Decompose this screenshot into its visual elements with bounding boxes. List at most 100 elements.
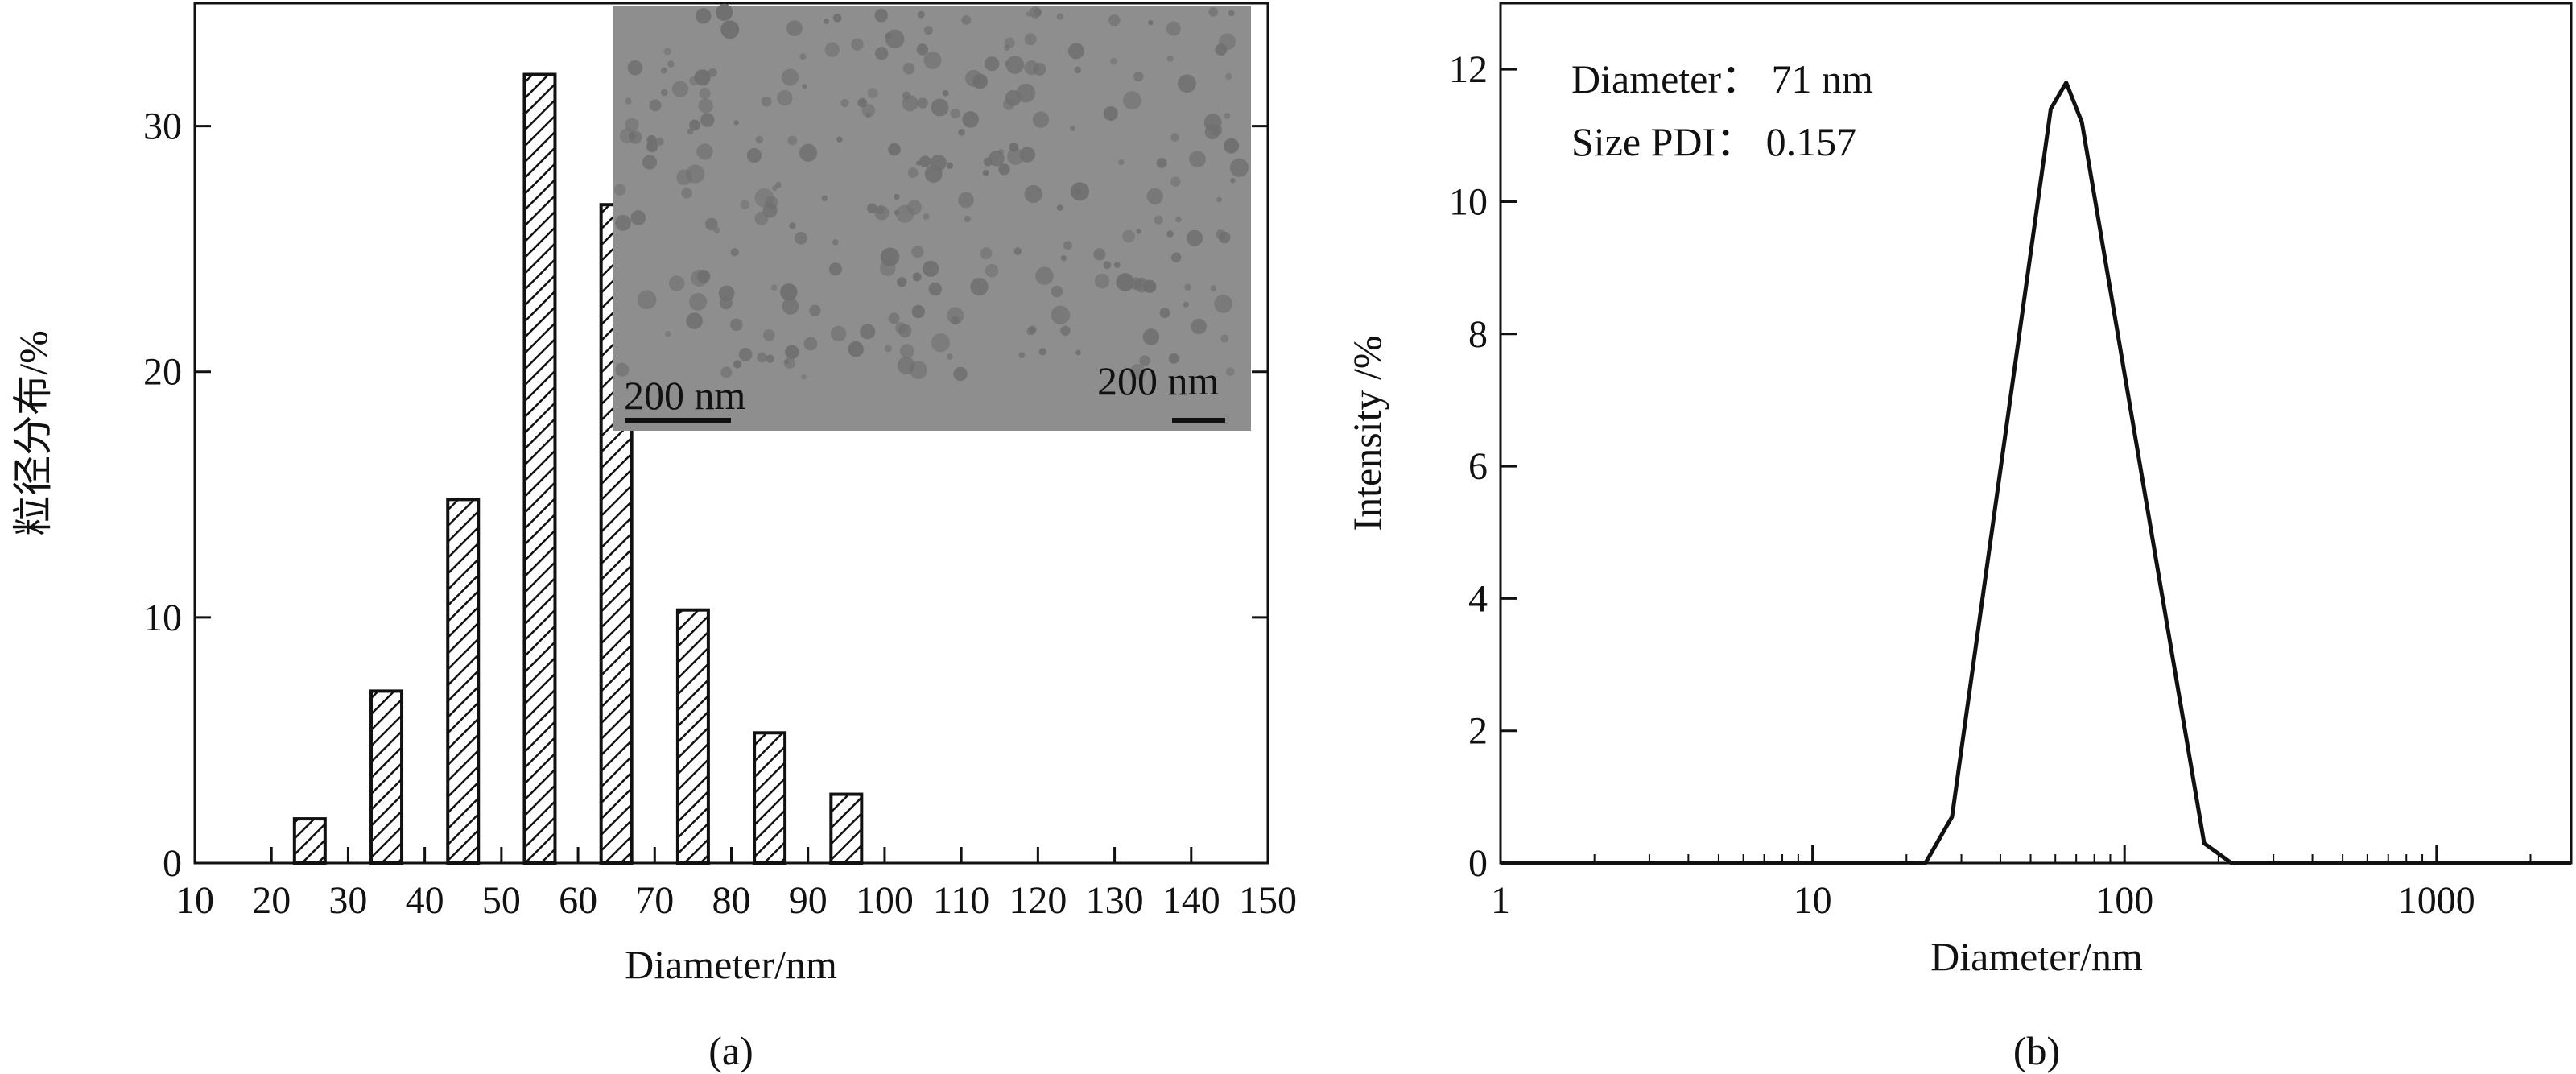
tem-particle bbox=[911, 245, 924, 258]
tem-particle bbox=[964, 215, 971, 223]
tem-particle bbox=[801, 374, 807, 380]
tem-particle bbox=[902, 91, 911, 100]
tem-particle bbox=[885, 32, 892, 39]
tem-particle bbox=[1067, 43, 1084, 60]
tem-particle bbox=[1005, 56, 1025, 74]
tem-particle bbox=[874, 9, 889, 23]
x-tick-label: 100 bbox=[2095, 879, 2153, 922]
histogram-bar bbox=[369, 689, 404, 865]
tem-particle bbox=[946, 162, 953, 169]
tem-particle bbox=[894, 193, 900, 200]
x-tick-label: 90 bbox=[789, 879, 828, 922]
y-tick-label: 2 bbox=[1468, 710, 1488, 753]
tem-particle bbox=[722, 22, 729, 28]
tem-particle bbox=[1109, 57, 1117, 65]
tem-particle bbox=[1013, 247, 1022, 255]
tem-particle bbox=[1029, 6, 1042, 19]
y-tick-label: 30 bbox=[143, 105, 182, 148]
x-tick-label: 60 bbox=[559, 879, 597, 922]
tem-particle bbox=[782, 298, 799, 315]
tem-particle bbox=[861, 103, 876, 118]
tem-particle bbox=[770, 284, 778, 291]
tem-particle bbox=[738, 348, 753, 361]
tem-particle bbox=[832, 239, 839, 246]
tem-particle bbox=[1038, 348, 1046, 356]
x-tick-label: 110 bbox=[933, 879, 989, 922]
histogram-bar bbox=[829, 792, 864, 865]
plot-b-frame bbox=[1499, 2, 2573, 865]
tem-particle bbox=[746, 147, 762, 163]
tem-particle bbox=[1108, 14, 1121, 27]
tem-particles bbox=[613, 3, 1249, 382]
tem-particle bbox=[985, 56, 1000, 72]
tem-particle bbox=[867, 203, 877, 214]
tem-particle bbox=[766, 354, 774, 363]
tem-particle bbox=[951, 316, 960, 325]
tem-particle bbox=[1032, 111, 1050, 128]
tem-particle bbox=[733, 120, 739, 126]
tem-particle bbox=[615, 214, 631, 231]
tem-particle bbox=[668, 275, 685, 291]
tem-particle bbox=[704, 217, 718, 231]
tem-particle bbox=[1156, 157, 1167, 168]
tem-particle bbox=[1060, 325, 1071, 336]
tem-particle bbox=[946, 353, 953, 360]
tem-particle bbox=[1228, 10, 1235, 17]
tem-particle bbox=[860, 324, 876, 340]
tem-particle bbox=[663, 48, 671, 56]
x-axis-ticks-a: 10 20 30 40 50 60 70 80 90 100 110 120 130 140 150 bbox=[175, 847, 1297, 922]
x-tick-label: 50 bbox=[482, 879, 521, 922]
tem-particle bbox=[895, 322, 907, 334]
tem-particle bbox=[902, 62, 915, 75]
tem-particle bbox=[1215, 43, 1228, 56]
tem-particle bbox=[1103, 261, 1112, 270]
y-tick-label: 0 bbox=[163, 842, 182, 885]
tem-particle bbox=[836, 136, 843, 143]
tem-particle bbox=[1224, 138, 1240, 154]
panel-label-b: (b) bbox=[2013, 1028, 2060, 1073]
tem-particle bbox=[1035, 266, 1054, 285]
tem-particle bbox=[630, 210, 646, 225]
tem-particle bbox=[1216, 196, 1222, 203]
tem-particle bbox=[874, 47, 889, 60]
tem-particle bbox=[1229, 158, 1249, 177]
tem-particle bbox=[740, 200, 750, 209]
tem-particle bbox=[667, 60, 675, 68]
tem-particle bbox=[1103, 105, 1118, 121]
tem-particle bbox=[888, 143, 901, 156]
tem-particle bbox=[928, 282, 943, 296]
tem-particle bbox=[646, 134, 657, 146]
tem-particle bbox=[799, 143, 818, 162]
tem-particle bbox=[625, 97, 632, 105]
x-axis-title-a: Diameter/nm bbox=[625, 942, 837, 987]
tem-particle bbox=[1129, 364, 1146, 380]
tem-particle bbox=[884, 345, 892, 353]
tem-particle bbox=[761, 96, 772, 107]
tem-particle bbox=[785, 345, 799, 360]
y-tick-label: 10 bbox=[1449, 180, 1488, 223]
tem-particle bbox=[1118, 159, 1125, 166]
tem-particle bbox=[762, 329, 775, 341]
tem-particle bbox=[1024, 60, 1039, 76]
tem-particle bbox=[982, 169, 989, 176]
tem-particle bbox=[615, 362, 630, 377]
tem-particle bbox=[958, 192, 974, 209]
tem-particle bbox=[754, 188, 774, 208]
tem-particle bbox=[1220, 334, 1229, 343]
tem-particle bbox=[1063, 241, 1072, 250]
tem-particle bbox=[665, 331, 671, 337]
tem-particle bbox=[958, 128, 965, 136]
tem-particle bbox=[698, 98, 713, 114]
tem-particle bbox=[888, 312, 900, 324]
tem-particle bbox=[627, 60, 643, 76]
tem-particle bbox=[1024, 184, 1042, 204]
tem-particle bbox=[1051, 285, 1063, 298]
tem-particle bbox=[1007, 147, 1025, 165]
tem-particle bbox=[876, 205, 885, 214]
y-tick-label: 20 bbox=[143, 351, 182, 394]
tem-particle bbox=[689, 292, 708, 311]
x-tick-label: 30 bbox=[328, 879, 367, 922]
x-tick-label: 1000 bbox=[2398, 879, 2475, 922]
scale-label-right: 200 nm bbox=[1097, 358, 1220, 403]
